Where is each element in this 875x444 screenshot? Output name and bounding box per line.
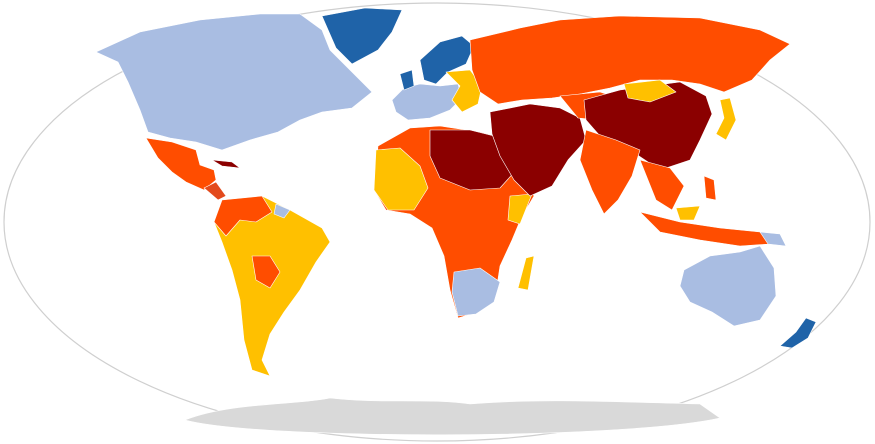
india	[579, 129, 641, 215]
japan	[715, 97, 737, 141]
madagascar	[517, 255, 535, 291]
eastern-europe	[445, 69, 483, 113]
greenland	[321, 7, 403, 65]
middle-east	[489, 103, 587, 197]
china	[583, 81, 713, 171]
south-america	[213, 195, 331, 377]
northern-andes	[213, 195, 273, 237]
russia	[469, 15, 791, 105]
uk-ireland	[399, 69, 415, 91]
central-america	[203, 181, 227, 201]
mexico	[145, 137, 217, 191]
bolivia	[251, 255, 281, 289]
new-zealand	[779, 317, 817, 349]
mongolia	[623, 79, 677, 103]
antarctica	[184, 397, 721, 436]
north-america	[95, 13, 373, 151]
cuba	[211, 159, 241, 169]
philippines	[703, 175, 717, 201]
guianas	[273, 203, 291, 219]
west-africa	[373, 147, 429, 211]
southern-africa	[451, 267, 501, 317]
southeast-asia	[639, 159, 685, 211]
australia	[679, 245, 777, 327]
scandinavia	[419, 35, 475, 85]
papua	[759, 231, 787, 247]
horn-of-africa	[507, 193, 533, 225]
malaysia	[675, 205, 701, 221]
